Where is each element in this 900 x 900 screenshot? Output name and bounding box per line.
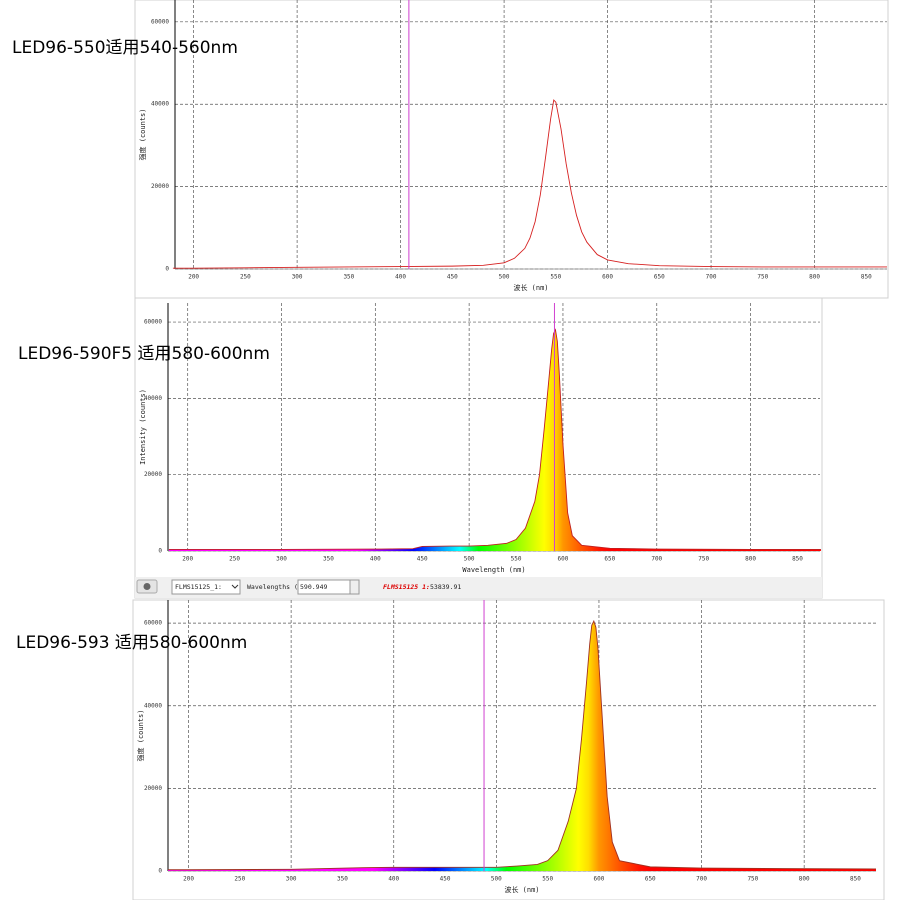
x-tick-label: 700 (696, 876, 707, 883)
close-icon (143, 583, 151, 590)
x-axis-label: 波长 (nm) (504, 885, 539, 894)
dropdown-arrow (231, 584, 239, 589)
x-tick-label: 450 (440, 876, 451, 883)
x-tick-label: 200 (182, 556, 193, 563)
x-axis-label: Wavelength (nm) (462, 566, 525, 574)
x-tick-label: 850 (792, 556, 803, 563)
x-tick-label: 350 (343, 274, 354, 281)
x-tick-label: 750 (698, 556, 709, 563)
x-tick-label: 500 (499, 274, 510, 281)
x-tick-label: 750 (747, 876, 758, 883)
y-tick-label: 0 (158, 868, 162, 875)
y-tick-label: 20000 (151, 183, 169, 190)
x-tick-label: 250 (240, 274, 251, 281)
x-tick-label: 250 (229, 556, 240, 563)
panel (132, 599, 885, 900)
x-tick-label: 600 (594, 876, 605, 883)
x-tick-label: 350 (323, 556, 334, 563)
y-tick-label: 20000 (144, 785, 162, 792)
x-tick-label: 750 (757, 274, 768, 281)
y-tick-label: 0 (165, 266, 169, 273)
x-tick-label: 650 (645, 876, 656, 883)
x-tick-label: 850 (861, 274, 872, 281)
x-tick-label: 350 (337, 876, 348, 883)
y-tick-label: 40000 (144, 395, 162, 402)
x-tick-label: 200 (183, 876, 194, 883)
x-tick-label: 300 (292, 274, 303, 281)
x-tick-label: 650 (654, 274, 665, 281)
panel (134, 297, 823, 599)
x-tick-label: 250 (234, 876, 245, 883)
spectrum-line (168, 328, 821, 550)
spinner[interactable] (349, 579, 360, 595)
y-tick-label: 20000 (144, 471, 162, 478)
panel (134, 0, 889, 299)
x-tick-label: 300 (276, 556, 287, 563)
x-tick-label: 600 (558, 556, 569, 563)
x-tick-label: 550 (511, 556, 522, 563)
x-tick-label: 400 (395, 274, 406, 281)
spectrum-line (168, 619, 877, 871)
x-tick-label: 800 (809, 274, 820, 281)
x-tick-label: 600 (602, 274, 613, 281)
x-tick-label: 400 (370, 556, 381, 563)
x-tick-label: 700 (706, 274, 717, 281)
x-axis-label: 波长 (nm) (513, 283, 548, 292)
y-tick-label: 40000 (151, 101, 169, 108)
chart-title: LED96-550适用540-560nm (12, 38, 238, 58)
channel-label: FLMS15125 1: (383, 583, 430, 591)
chart-title: LED96-593 适用580-600nm (16, 633, 247, 653)
y-axis-label: Intensity (counts) (139, 389, 147, 465)
x-tick-label: 550 (542, 876, 553, 883)
x-tick-label: 300 (286, 876, 297, 883)
x-tick-label: 700 (651, 556, 662, 563)
chart-title: LED96-590F5 适用580-600nm (18, 344, 270, 364)
x-tick-label: 800 (745, 556, 756, 563)
y-axis-label: 强度 (counts) (138, 109, 147, 161)
y-axis-label: 强度 (counts) (136, 710, 145, 762)
x-tick-label: 850 (850, 876, 861, 883)
x-tick-label: 650 (604, 556, 615, 563)
wavelength-value: 590.949 (300, 583, 327, 591)
y-tick-label: 60000 (151, 18, 169, 25)
y-tick-label: 0 (158, 548, 162, 555)
x-tick-label: 200 (188, 274, 199, 281)
y-tick-label: 60000 (144, 319, 162, 326)
x-tick-label: 400 (388, 876, 399, 883)
x-tick-label: 450 (417, 556, 428, 563)
x-tick-label: 500 (464, 556, 475, 563)
x-tick-label: 800 (799, 876, 810, 883)
y-tick-label: 60000 (144, 620, 162, 627)
wavelength-label: Wavelengths (nm) (247, 583, 310, 591)
intensity-value: 53839.91 (430, 583, 461, 591)
x-tick-label: 450 (447, 274, 458, 281)
device-name: FLMS15125_1: (175, 583, 222, 591)
y-tick-label: 40000 (144, 702, 162, 709)
x-tick-label: 500 (491, 876, 502, 883)
device-select[interactable] (171, 579, 241, 595)
x-tick-label: 550 (550, 274, 561, 281)
